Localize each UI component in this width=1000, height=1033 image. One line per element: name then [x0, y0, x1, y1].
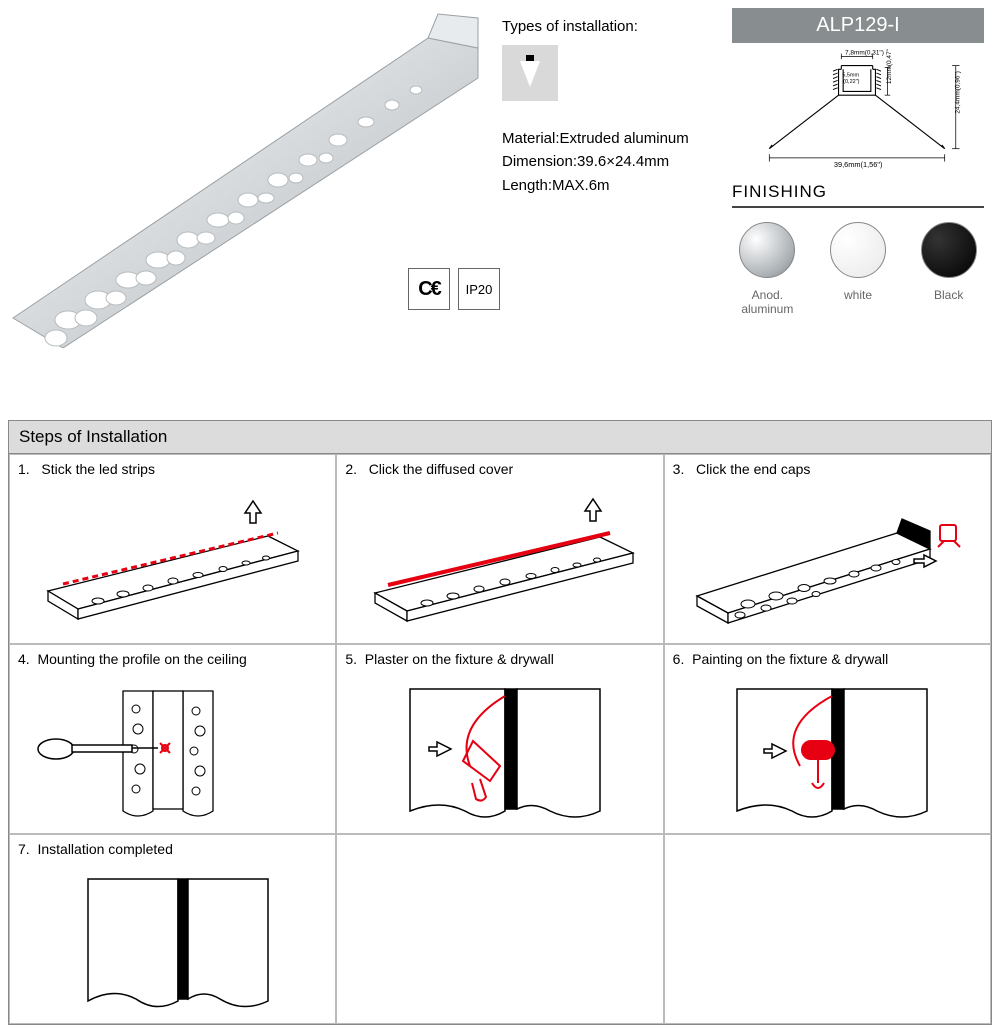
technical-drawing: 7,8mm(0,31") 5,5mm (0,22") 12mm(0,47") 2…	[732, 49, 982, 169]
step-2-illustration	[355, 481, 645, 631]
length-label: Length:	[502, 177, 552, 194]
spec-length: Length:MAX.6m	[502, 174, 724, 197]
screw-mark-icon	[160, 743, 170, 753]
spec-dimension: Dimension:39.6×24.4mm	[502, 150, 724, 173]
arrow-down-icon	[585, 499, 601, 521]
step-1-illustration	[28, 481, 318, 631]
dim-inner-w: 5,5mm	[842, 73, 859, 79]
dimension-label: Dimension:	[502, 153, 577, 170]
model-badge: ALP129-I	[732, 8, 984, 43]
step-7: 7. Installation completed	[9, 834, 336, 1024]
dim-width: 39,6mm(1,56")	[834, 160, 883, 169]
finishing-swatches: Anod. aluminum white Black	[732, 222, 984, 316]
dimension-value: 39.6×24.4mm	[577, 153, 669, 170]
step-2-n: 2.	[345, 461, 357, 477]
swatch-label-black: Black	[913, 288, 984, 302]
step-2: 2. Click the diffused cover	[336, 454, 663, 644]
swatch-circle-white	[830, 222, 886, 278]
steps-grid: 1. Stick the led strips	[8, 453, 992, 1025]
spec-material: Material:Extruded aluminum	[502, 127, 724, 150]
empty-cell-1	[336, 834, 663, 1024]
step-5-illustration	[355, 671, 645, 826]
dim-inner-h: 12mm(0,47")	[886, 49, 893, 84]
dim-top: 7,8mm(0,31")	[845, 50, 884, 57]
step-1-label: Stick the led strips	[41, 461, 155, 477]
step-4: 4. Mounting the profile on the ceiling	[9, 644, 336, 834]
swatch-label-anod: Anod. aluminum	[732, 288, 803, 316]
step-2-label: Click the diffused cover	[369, 461, 513, 477]
arrow-down-icon	[245, 501, 261, 523]
finishing-divider	[732, 206, 984, 208]
install-type-icon	[502, 45, 558, 101]
ip-badge: IP20	[458, 268, 500, 310]
step-3: 3. Click the end caps	[664, 454, 991, 644]
step-1-n: 1.	[18, 461, 30, 477]
material-label: Material:	[502, 130, 560, 147]
step-5-label: Plaster on the fixture & drywall	[365, 651, 554, 667]
step-7-illustration	[28, 861, 318, 1016]
swatch-white: white	[823, 222, 894, 316]
step-3-illustration	[682, 481, 972, 631]
empty-cell-2	[664, 834, 991, 1024]
swatch-circle-anod	[739, 222, 795, 278]
swatch-circle-black	[921, 222, 977, 278]
dim-inner-w2: (0,22")	[843, 79, 860, 85]
step-6-illustration	[682, 671, 972, 826]
step-4-n: 4.	[18, 651, 30, 667]
step-7-label: Installation completed	[37, 841, 172, 857]
length-value: MAX.6m	[552, 177, 610, 194]
end-cap-icon	[938, 525, 960, 547]
swatch-label-white: white	[823, 288, 894, 302]
finishing-title: FINISHING	[732, 182, 984, 202]
product-render-area: C€ IP20	[8, 8, 498, 408]
step-3-n: 3.	[673, 461, 685, 477]
step-1: 1. Stick the led strips	[9, 454, 336, 644]
step-5: 5. Plaster on the fixture & drywall	[336, 644, 663, 834]
swatch-anod: Anod. aluminum	[732, 222, 803, 316]
step-4-label: Mounting the profile on the ceiling	[37, 651, 246, 667]
step-4-illustration	[28, 671, 318, 826]
step-7-n: 7.	[18, 841, 30, 857]
ce-badge: C€	[408, 268, 450, 310]
step-3-label: Click the end caps	[696, 461, 810, 477]
step-6-n: 6.	[673, 651, 685, 667]
install-types-label: Types of installation:	[502, 18, 724, 35]
dim-height: 24,4mm(0,96")	[954, 71, 961, 113]
step-6: 6. Painting on the fixture & drywall	[664, 644, 991, 834]
steps-header: Steps of Installation	[8, 420, 992, 453]
material-value: Extruded aluminum	[560, 130, 689, 147]
swatch-black: Black	[913, 222, 984, 316]
step-5-n: 5.	[345, 651, 357, 667]
step-6-label: Painting on the fixture & drywall	[692, 651, 888, 667]
